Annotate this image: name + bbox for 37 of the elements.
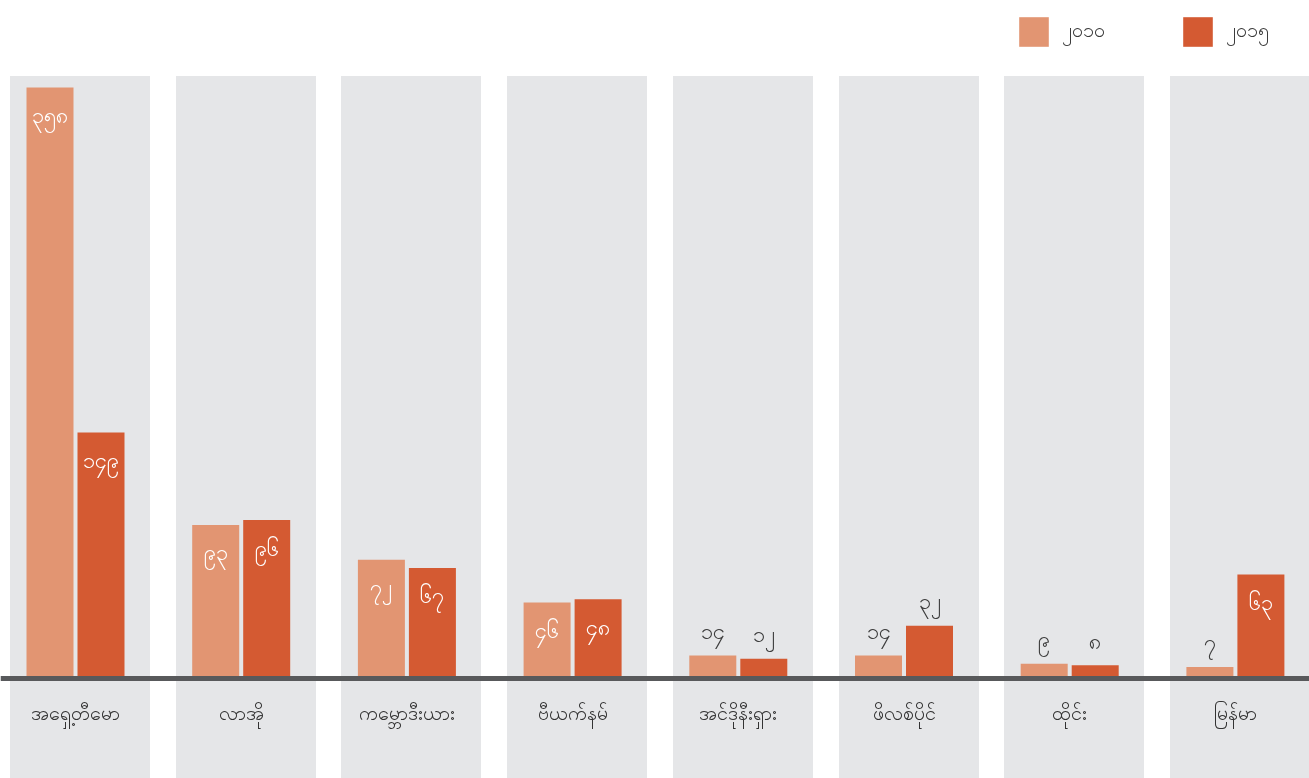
data-label: ၇၂ [370,575,393,606]
x-tick-label: ကမ္ဘောဒီးယား [358,700,455,729]
bar [574,599,622,679]
x-tick-label: အရှေ့တီမော [31,700,120,729]
bar [243,520,291,679]
data-label: ၉ [1038,627,1051,658]
data-label: ၁၄ [866,618,891,649]
x-tick-label: မြန်မာ [1213,700,1257,729]
data-label: ၄၈ [586,614,611,645]
data-label: ၇ [1203,630,1216,661]
bar [408,567,456,679]
data-label: ၆၇ [420,583,445,614]
bar [357,559,405,679]
bar [77,432,125,679]
data-label: ၁၄ [700,618,725,649]
x-tick-label: ဗီယက်နမ် [537,700,608,729]
data-label: ၃၅၈ [32,103,68,133]
data-label: ၆၃ [1248,590,1273,620]
data-label: ၈ [1089,628,1102,654]
x-tick-label: လာအို [218,700,264,729]
x-tick-label: ထိုင်း [1052,700,1088,729]
data-label: ၁၂ [752,622,775,653]
x-tick-label: ဖိလစ်ပိုင် [872,700,936,729]
legend-label: ၂၀၁၀ [1062,16,1105,47]
data-label: ၉၃ [203,540,228,571]
bar [855,655,902,679]
bar [906,625,953,679]
bar [1237,574,1285,679]
x-tick-label: အင်ဒိုနီးရှား [699,700,778,729]
bar [192,524,240,679]
data-label: ၃၂ [918,589,941,620]
data-label: ၁၄၉ [83,448,119,479]
bar [689,655,737,679]
data-label: ၉၆ [254,535,279,566]
data-label: ၄၆ [535,618,560,649]
bar [523,602,571,679]
legend-label: ၂၀၁၅ [1226,16,1269,47]
